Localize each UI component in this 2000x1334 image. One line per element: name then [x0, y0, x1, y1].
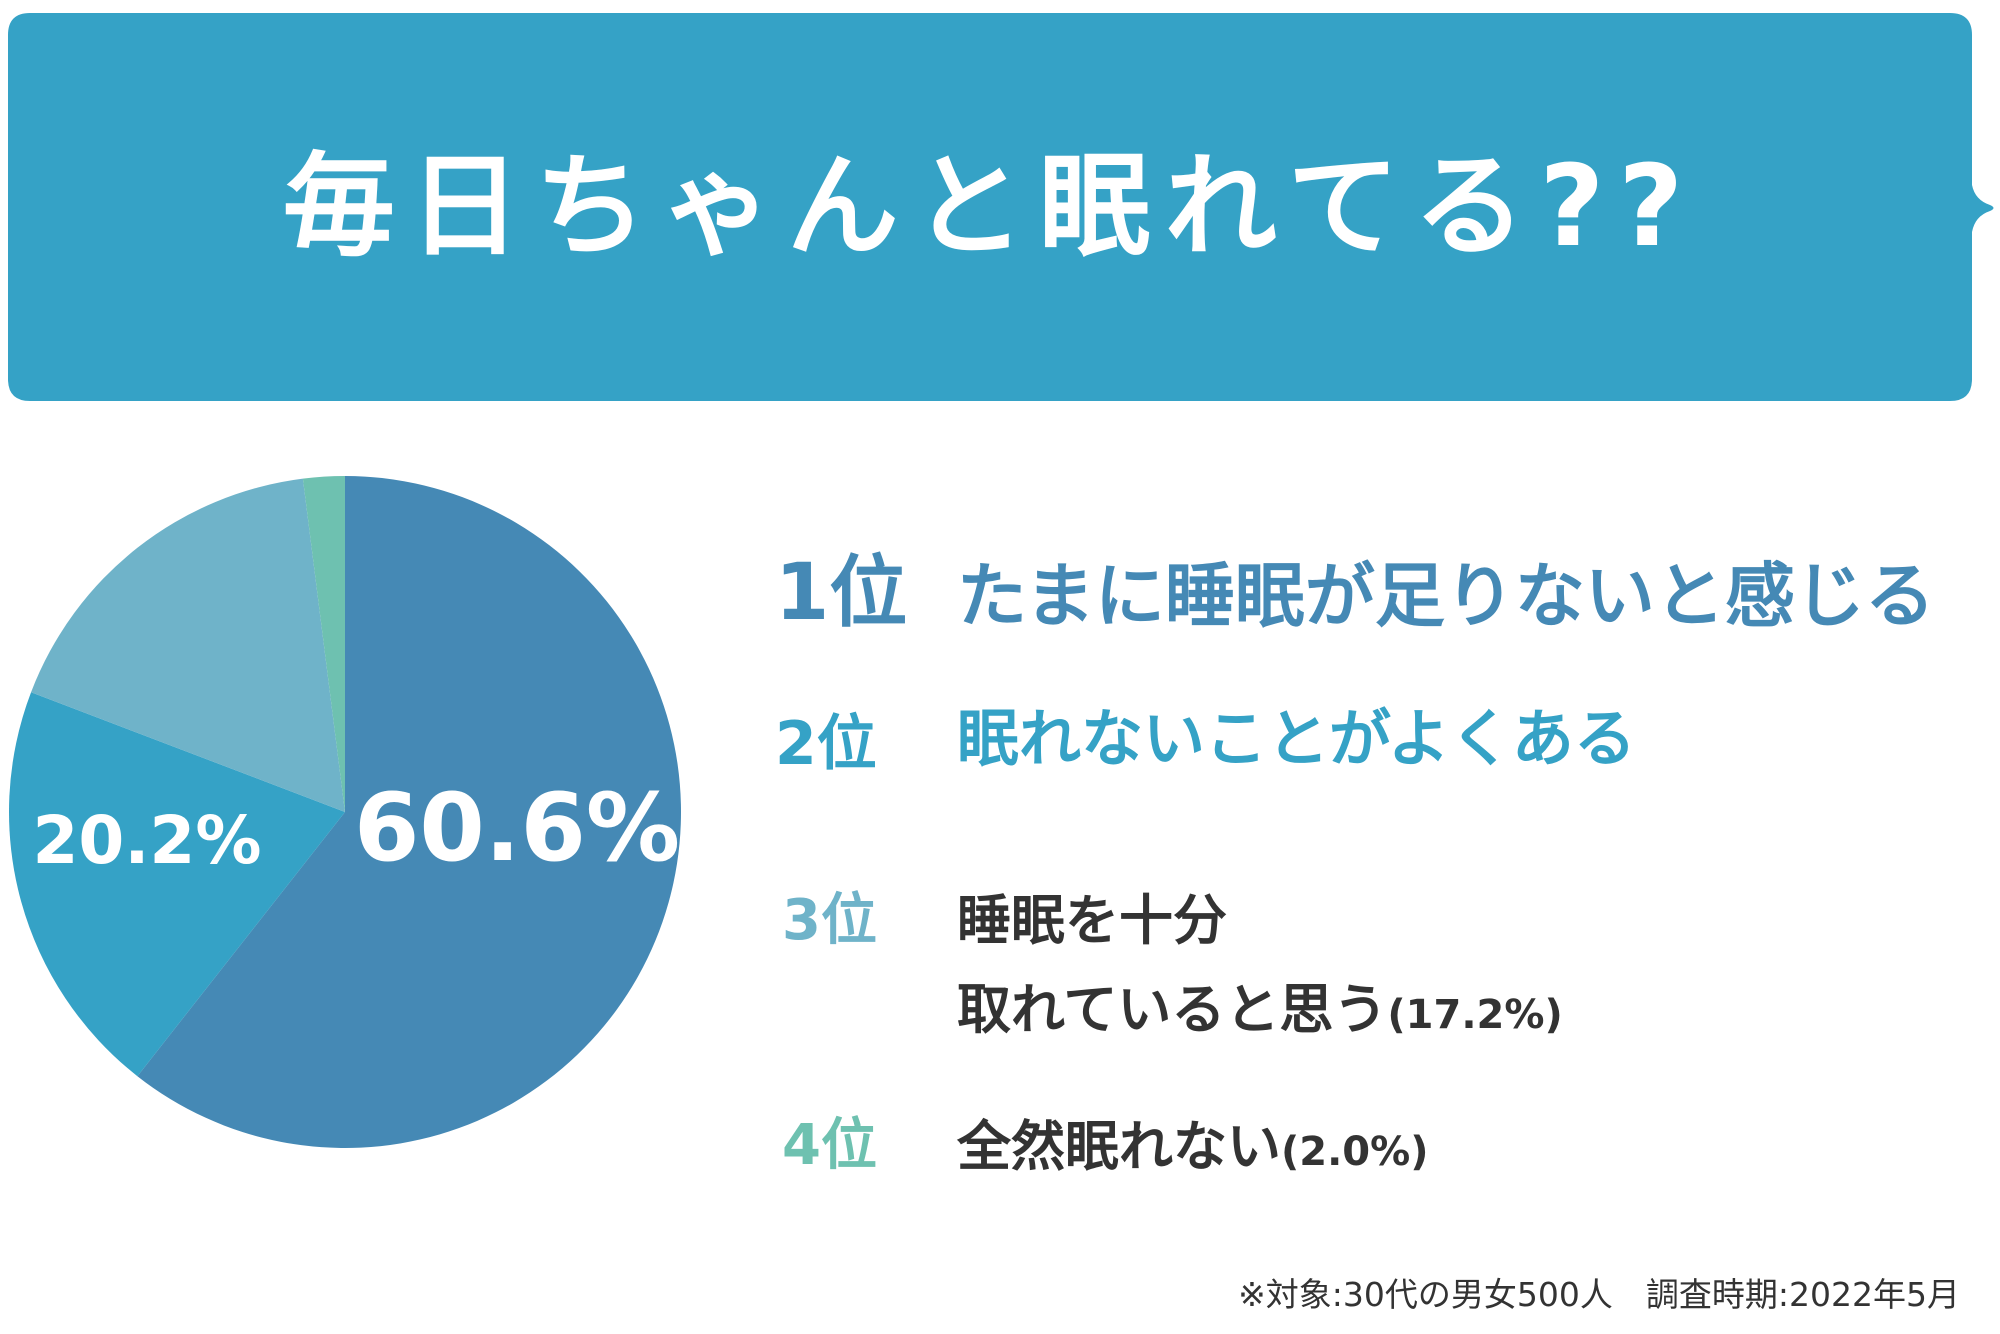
rank-1: 1位: [775, 548, 908, 638]
footnote: ※対象:30代の男女500人 調査時期:2022年5月: [1238, 1275, 1960, 1314]
pie-slice-1: [137, 476, 682, 1148]
rank-4: 4位: [782, 1113, 877, 1178]
label-4-text: 全然眠れない: [957, 1115, 1281, 1178]
pie-slice-3: [31, 478, 345, 812]
data-label-2: 20.2%: [33, 802, 262, 879]
label-2: 眠れないことがよくある: [957, 702, 1636, 775]
banner-shape: [8, 13, 1994, 401]
title-banner: [8, 13, 1994, 401]
label-3-text: 取れていると思う: [957, 978, 1388, 1041]
label-1: たまに睡眠が足りないと感じる: [957, 555, 1935, 637]
pie-slice-4: [302, 476, 345, 812]
label-4-pct: (2.0%): [1281, 1129, 1429, 1175]
data-label-1: 60.6%: [354, 774, 680, 883]
label-4: 全然眠れない(2.0%): [957, 1102, 1429, 1181]
label-3-pct: (17.2%): [1387, 992, 1563, 1038]
rank-3: 3位: [782, 888, 877, 953]
pie-chart: 60.6% 20.2%: [8, 476, 682, 1148]
page-title: 毎日ちゃんと眠れてる??: [282, 142, 1698, 272]
pie-slice-2: [8, 692, 345, 1077]
rank-2: 2位: [775, 709, 877, 779]
label-3-line2: 取れていると思う(17.2%): [957, 965, 1563, 1044]
label-3-line1: 睡眠を十分: [957, 889, 1227, 952]
